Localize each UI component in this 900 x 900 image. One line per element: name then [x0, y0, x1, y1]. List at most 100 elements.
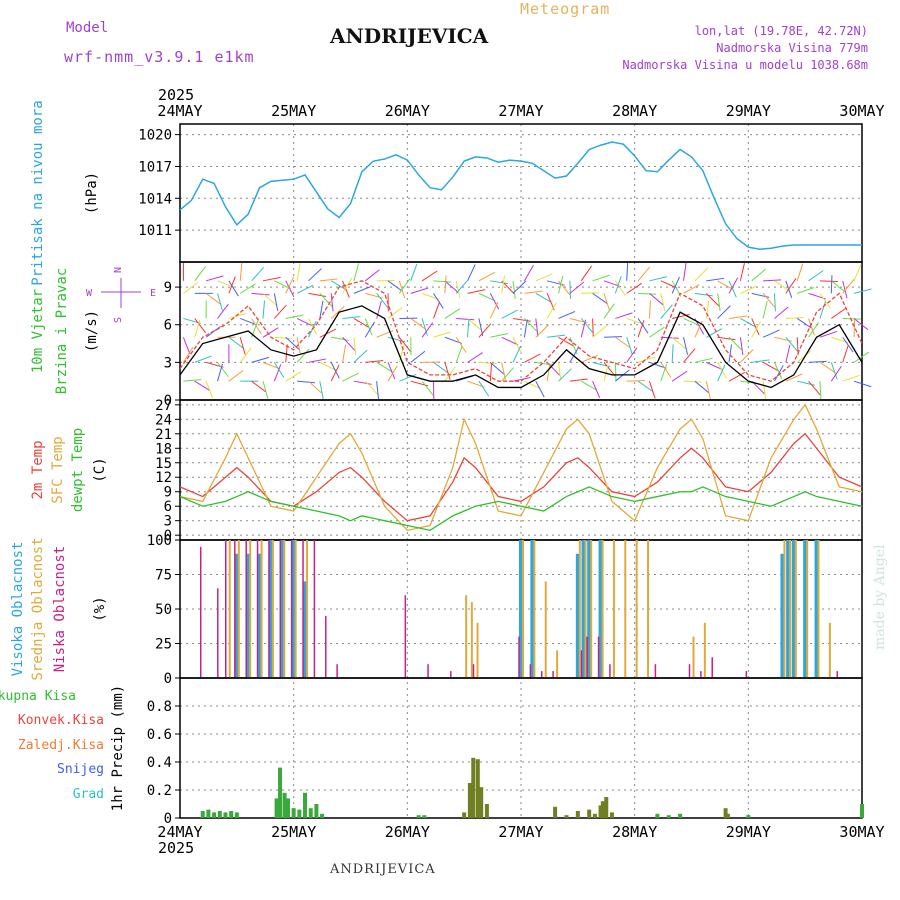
- precip-bar: [282, 792, 287, 818]
- wind-arrow: [285, 280, 295, 298]
- wind-arrow: [558, 362, 562, 381]
- wind-arrow: [376, 361, 393, 373]
- model-name: wrf-nmm_v3.9.1 e1km: [64, 48, 255, 66]
- wind-arrow: [853, 351, 870, 363]
- wind-arrow: [592, 380, 601, 398]
- wind-arrow: [706, 328, 723, 338]
- cloud-low-axis-label: Niska Oblacnost: [52, 546, 68, 672]
- compass-w: W: [86, 288, 93, 299]
- precip-bar: [678, 813, 683, 818]
- wind-arrow: [751, 321, 761, 338]
- wind-arrow: [330, 305, 345, 319]
- footer-location: ANDRIJEVICA: [330, 862, 436, 877]
- wind-arrow: [796, 350, 812, 363]
- wind-arrow: [490, 333, 509, 338]
- wind-arrow: [501, 336, 519, 346]
- precip-conv-label: Konvek.Kisa: [18, 713, 104, 728]
- y-tick-label: 0.6: [147, 727, 172, 743]
- wind-arrow: [342, 336, 356, 351]
- wind-arrow: [705, 381, 711, 399]
- wind-arrow: [535, 273, 553, 282]
- wind-arrow: [774, 306, 789, 319]
- wind-arrow: [626, 347, 638, 363]
- wind-arrow: [762, 381, 767, 400]
- wind-arrow: [774, 365, 784, 382]
- y-tick-label: 18: [155, 441, 172, 457]
- wind-arrow: [478, 361, 497, 365]
- wind-arrow: [626, 337, 633, 355]
- wind-arrow: [421, 292, 440, 300]
- wind-arrow: [603, 363, 609, 382]
- wind-arrow: [853, 264, 862, 282]
- wind-arrow: [296, 348, 310, 363]
- wind-arrow: [308, 268, 322, 282]
- wind-arrow: [626, 380, 645, 382]
- wind-arrow: [694, 357, 713, 363]
- wind-arrow: [535, 324, 550, 338]
- wind-arrow: [376, 300, 382, 319]
- wind-arrow: [649, 326, 665, 338]
- temp-dew-line: [179, 486, 863, 532]
- y-tick-label: 0.4: [147, 755, 172, 771]
- panel-frame: [179, 123, 863, 263]
- wind-arrow: [660, 304, 673, 319]
- y-tick-label: 100: [147, 533, 172, 549]
- wind-arrow: [706, 277, 725, 282]
- panel-frame: [179, 399, 863, 541]
- wind-arrow: [262, 276, 281, 282]
- wind-arrow: [364, 318, 373, 336]
- panel-frame: [179, 677, 863, 819]
- wind-arrow: [262, 361, 280, 370]
- precip-bar: [600, 801, 605, 818]
- location-title: ANDRIJEVICA: [330, 24, 489, 48]
- wind-unit-label: (m/s): [84, 310, 100, 352]
- wind-arrow: [603, 303, 615, 319]
- wind-arrow: [535, 318, 539, 337]
- wind-arrow: [182, 337, 191, 355]
- wind-arrow: [308, 358, 327, 363]
- wind-arrow: [262, 292, 277, 306]
- wind-arrow: [706, 361, 723, 371]
- bottom-day-label: 30MAY: [839, 823, 884, 841]
- wind-arrow: [649, 292, 664, 306]
- wind-arrow: [251, 380, 267, 393]
- wind-arrow: [183, 379, 202, 382]
- y-tick-label: 75: [155, 568, 172, 584]
- wind-arrow: [478, 292, 496, 302]
- wind-arrow: [217, 303, 229, 319]
- wind-arrow: [353, 286, 371, 294]
- precip-bar: [479, 787, 484, 818]
- y-tick-label: 50: [155, 602, 172, 618]
- wind-arrow: [512, 345, 522, 363]
- precip-bar: [314, 804, 319, 818]
- wind-speed-line: [179, 305, 863, 389]
- wind-arrow: [478, 323, 492, 338]
- wind-arrow: [546, 302, 557, 319]
- wind-arrow: [785, 344, 791, 363]
- precip-bar: [462, 812, 467, 818]
- wind-arrow: [546, 293, 555, 311]
- bottom-day-label: 29MAY: [726, 823, 771, 841]
- model-label: Model: [66, 20, 109, 36]
- wind-arrow: [433, 331, 451, 338]
- wind-arrow: [717, 280, 734, 290]
- pressure-unit-label: (hPa): [84, 172, 100, 214]
- wind-arrow: [558, 275, 564, 294]
- precip-bar: [587, 809, 592, 818]
- wind-arrow: [671, 276, 680, 294]
- wind-arrow: [705, 293, 720, 307]
- precip-bar: [592, 813, 597, 818]
- wind-arrow: [728, 336, 743, 351]
- wind-arrow: [558, 310, 576, 319]
- cloud-high-axis-label: Visoka Oblacnost: [10, 542, 26, 677]
- wind-arrow: [773, 293, 776, 312]
- wind-arrow: [660, 293, 666, 312]
- wind-arrow: [683, 337, 689, 355]
- wind-arrow: [331, 336, 349, 341]
- wind-arrow: [751, 318, 760, 336]
- precip-bar: [297, 809, 302, 818]
- y-tick-label: 0: [164, 671, 172, 687]
- wind-arrow: [467, 264, 476, 282]
- y-tick-label: 0: [164, 528, 172, 544]
- wind-arrow: [296, 263, 301, 281]
